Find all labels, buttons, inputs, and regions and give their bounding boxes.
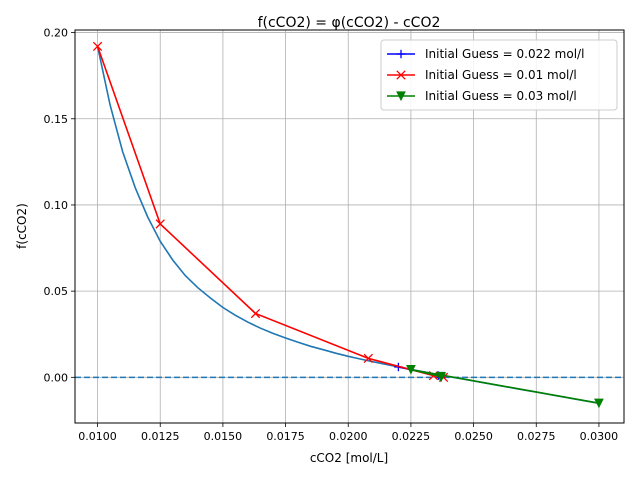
series-2: [406, 364, 604, 409]
x-tick-label: 0.0125: [141, 430, 180, 443]
series-layer: [92, 41, 604, 409]
y-tick-label: 0.05: [44, 285, 69, 298]
x-tick-label: 0.0300: [580, 430, 619, 443]
legend-entry: Initial Guess = 0.022 mol/l: [387, 47, 584, 61]
x-axis-label: cCO2 [mol/L]: [310, 451, 388, 465]
series-point: [155, 219, 165, 229]
legend-label: Initial Guess = 0.022 mol/l: [425, 47, 584, 61]
x-tick-label: 0.0150: [204, 430, 243, 443]
legend: Initial Guess = 0.022 mol/l Initial Guess…: [380, 39, 618, 111]
series-point: [406, 364, 416, 375]
series-point: [363, 353, 373, 364]
legend-marker: [396, 70, 406, 80]
chart-title: f(cCO2) = φ(cCO2) - cCO2: [258, 15, 441, 31]
plot-frame: [74, 29, 625, 424]
y-tick-label: 0.00: [44, 371, 69, 384]
y-axis-ticks: 0.00 0.05 0.10 0.15 0.20: [44, 27, 75, 384]
legend-entry: Initial Guess = 0.03 mol/l: [387, 89, 577, 103]
x-tick-label: 0.0250: [454, 430, 493, 443]
series-point: [250, 308, 261, 319]
y-axis-label: f(cCO2): [15, 203, 29, 249]
x-tick-label: 0.0225: [392, 430, 431, 443]
legend-box: [380, 39, 618, 111]
x-tick-label: 0.0100: [78, 430, 117, 443]
legend-marker: [396, 49, 406, 59]
legend-marker: [396, 91, 406, 102]
series-point: [594, 398, 604, 409]
series-point: [436, 372, 446, 383]
x-tick-label: 0.0275: [517, 430, 556, 443]
legend-label: Initial Guess = 0.01 mol/l: [425, 68, 577, 82]
y-tick-label: 0.10: [44, 199, 69, 212]
x-tick-label: 0.0200: [329, 430, 368, 443]
x-axis-ticks: 0.0100 0.0125 0.0150 0.0175 0.0200 0.0225 0.02…: [78, 423, 618, 443]
y-tick-label: 0.20: [44, 27, 69, 40]
legend-label: Initial Guess = 0.03 mol/l: [425, 89, 577, 103]
x-tick-label: 0.0175: [266, 430, 305, 443]
y-tick-label: 0.15: [44, 113, 69, 126]
series-point: [92, 41, 103, 52]
legend-entry: Initial Guess = 0.01 mol/l: [387, 68, 577, 82]
